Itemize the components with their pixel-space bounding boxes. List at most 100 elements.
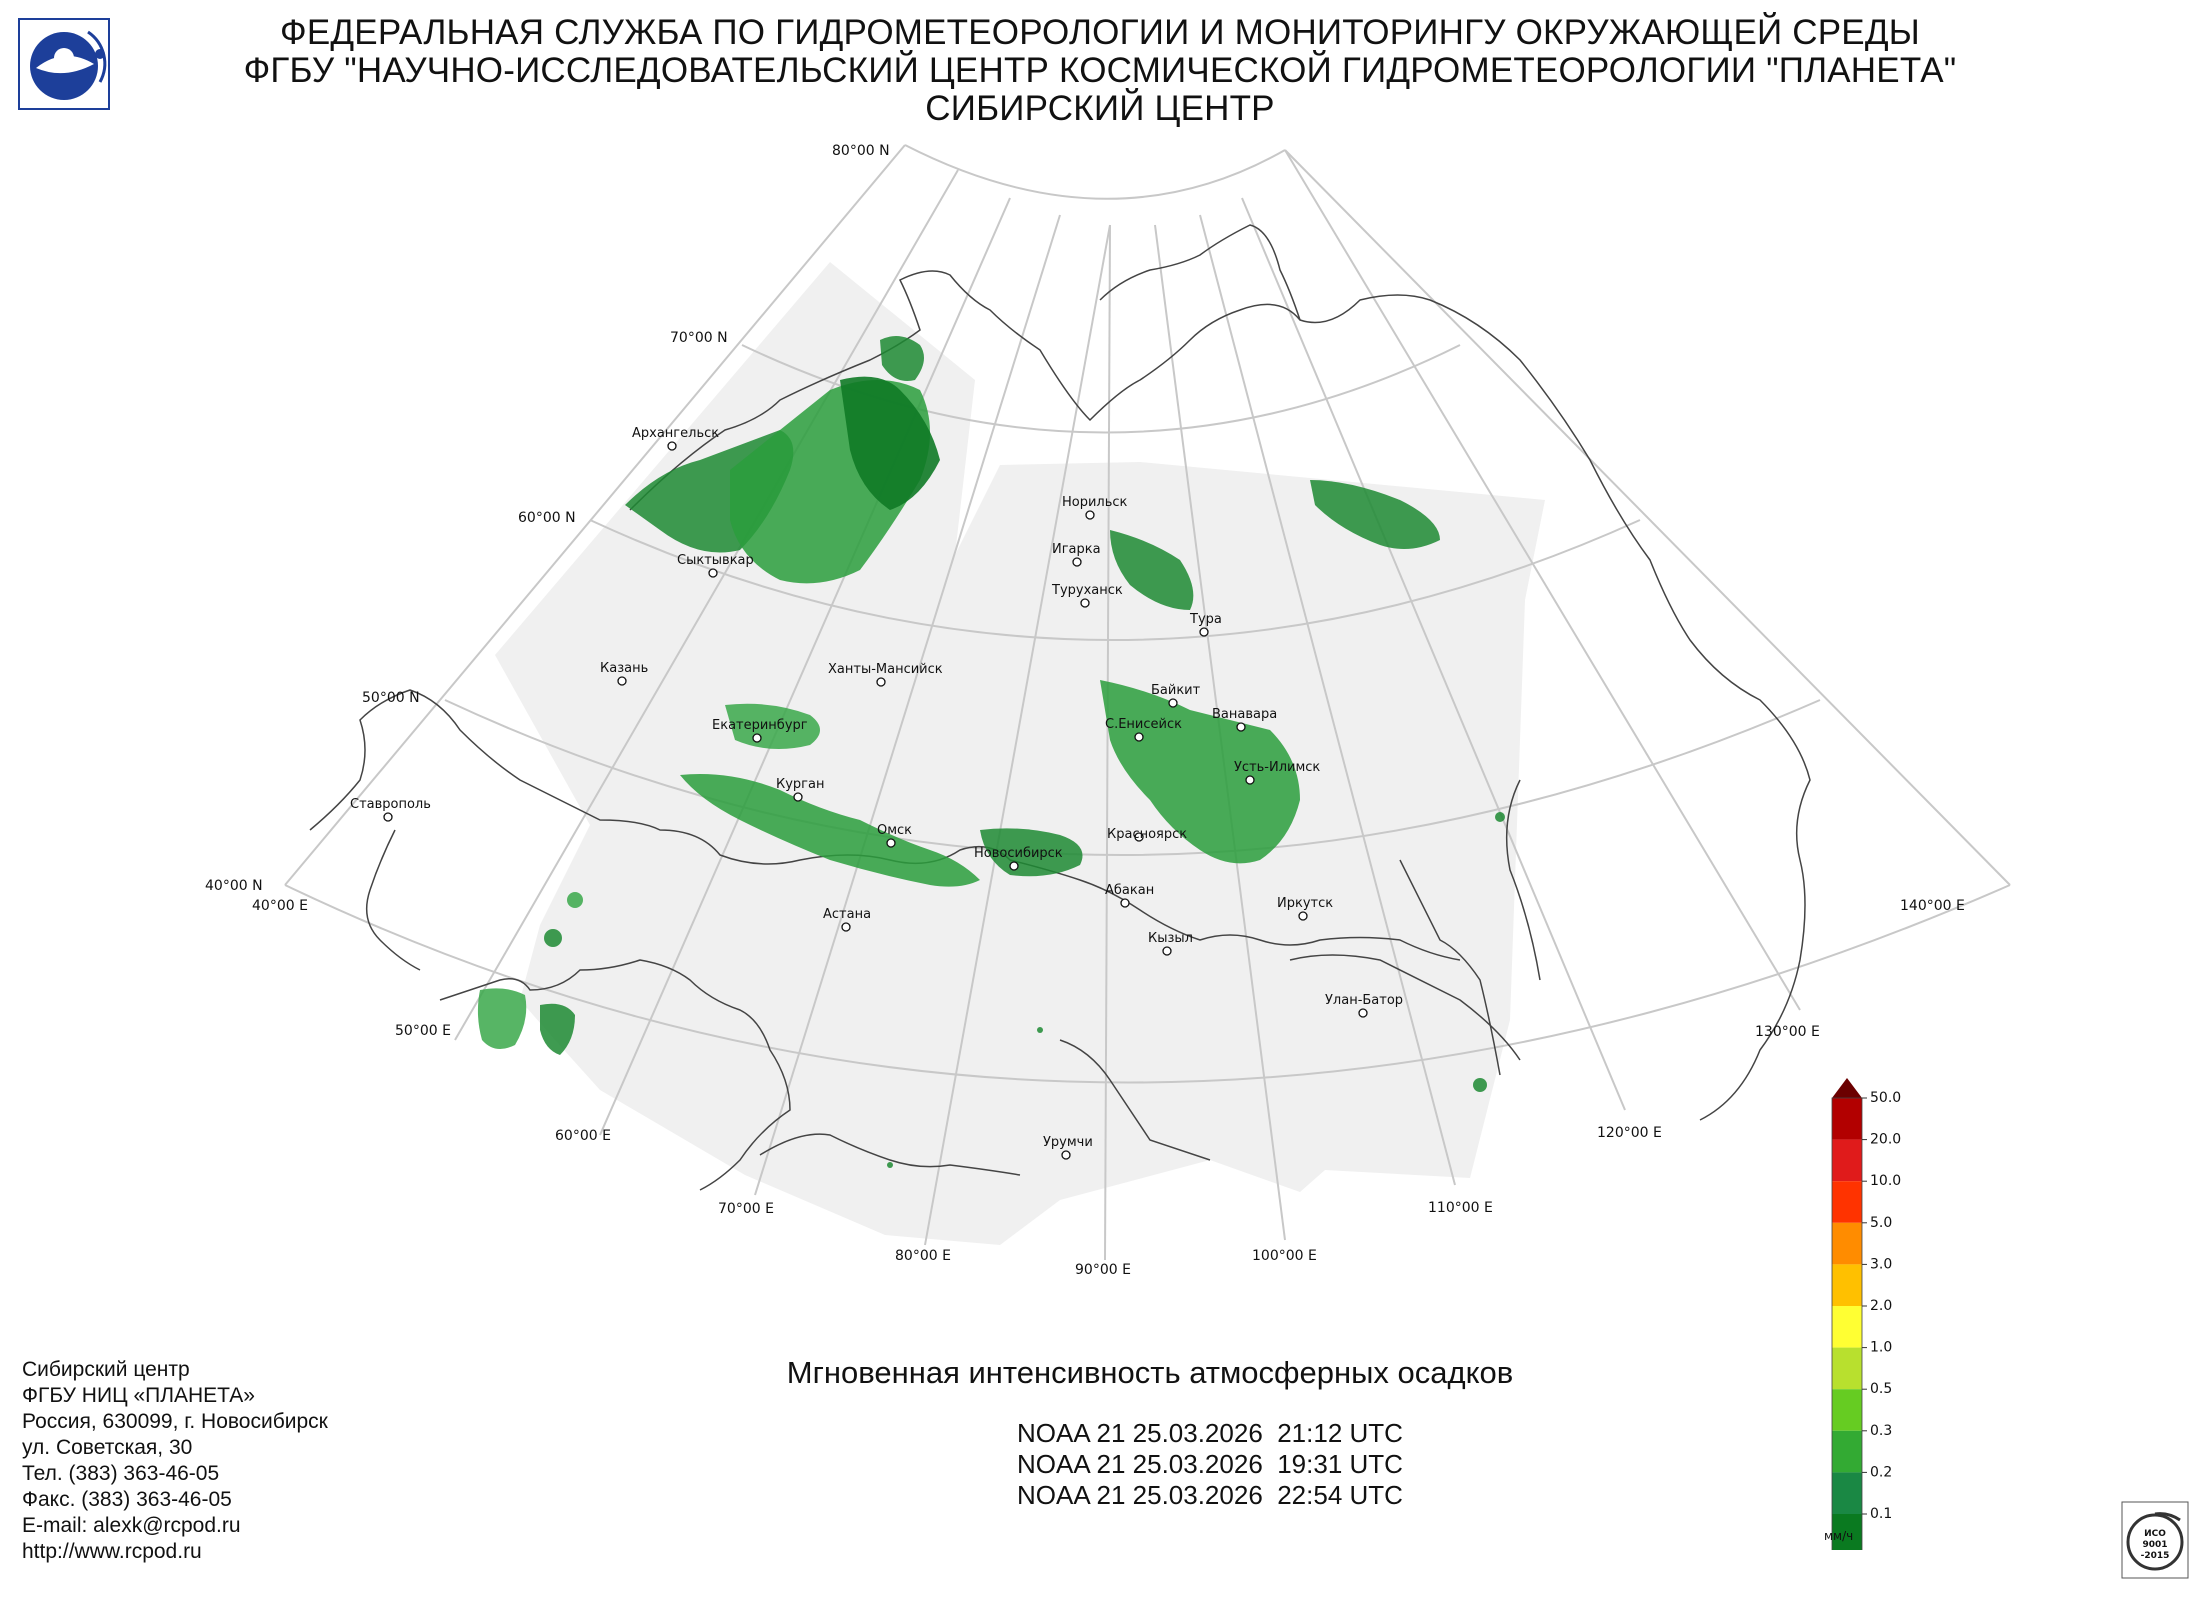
legend-label: 1.0 <box>1870 1340 1892 1356</box>
contact-line: Россия, 630099, г. Новосибирск <box>22 1410 328 1433</box>
lon-label-130: 130°00 E <box>1755 1024 1820 1040</box>
legend-label: 5.0 <box>1870 1215 1892 1231</box>
lat-label-40: 40°00 N <box>205 878 263 894</box>
contact-line: Факс. (383) 363-46-05 <box>22 1488 232 1511</box>
header-line-2: ФГБУ "НАУЧНО-ИССЛЕДОВАТЕЛЬСКИЙ ЦЕНТР КОС… <box>243 51 1957 90</box>
lon-label-50: 50°00 E <box>395 1023 451 1039</box>
city-tura: Тура <box>1189 612 1222 627</box>
legend-swatch <box>1832 1264 1862 1306</box>
legend-label: 20.0 <box>1870 1132 1901 1148</box>
header-line-3: СИБИРСКИЙ ЦЕНТР <box>925 89 1275 128</box>
lat-label-50: 50°00 N <box>362 690 420 706</box>
latitude-grid <box>284 144 2011 1084</box>
legend-label: 3.0 <box>1870 1256 1892 1272</box>
precip-patch-small-1 <box>567 892 583 908</box>
lon-label-40: 40°00 E <box>252 898 308 914</box>
iso-certification-badge: ИСО 9001 -2015 <box>2121 1501 2189 1579</box>
contact-line: ул. Советская, 30 <box>22 1436 193 1459</box>
legend-over-triangle <box>1832 1078 1862 1098</box>
city-s-eniseysk: С.Енисейск <box>1105 717 1182 732</box>
satellite-pass: NOAA 21 25.03.2026 22:54 UTC <box>1017 1480 1403 1510</box>
city-ulan-bator: Улан-Батор <box>1325 993 1403 1008</box>
contact-line: Сибирский центр <box>22 1358 190 1381</box>
iso-line-1: ИСО <box>2144 1529 2166 1539</box>
city-urumqi: Урумчи <box>1043 1135 1093 1150</box>
legend-swatch <box>1832 1139 1862 1182</box>
city-kurgan: Курган <box>776 777 824 792</box>
legend-label: 0.2 <box>1870 1464 1892 1480</box>
precipitation-legend: 50.0 20.0 10.0 5.0 3.0 2.0 1.0 0.5 0.3 0.2 0.1 мм/… <box>1824 1078 1901 1550</box>
header-line-1: ФЕДЕРАЛЬНАЯ СЛУЖБА ПО ГИДРОМЕТЕОРОЛОГИИ … <box>280 13 1920 52</box>
iso-line-2: 9001 <box>2142 1540 2167 1550</box>
longitude-grid <box>284 144 2011 1261</box>
contact-website[interactable]: http://www.rcpod.ru <box>22 1540 202 1563</box>
satellite-passes: NOAA 21 25.03.2026 21:12 UTC NOAA 21 25.… <box>760 1418 1660 1511</box>
city-norilsk: Норильск <box>1062 495 1128 510</box>
legend-swatch <box>1832 1389 1862 1431</box>
precipitation-patches <box>477 336 1505 1168</box>
city-ust-ilimsk: Усть-Илимск <box>1234 760 1320 775</box>
latitude-labels: 80°00 N 70°00 N 60°00 N 50°00 N 40°00 N <box>205 143 890 894</box>
lat-label-70: 70°00 N <box>670 330 728 346</box>
legend-label: 10.0 <box>1870 1173 1901 1189</box>
precip-patch-noyabrsk <box>880 336 924 381</box>
legend-color-bar <box>1831 1078 1863 1550</box>
iso-line-3: -2015 <box>2141 1551 2170 1561</box>
lon-label-60: 60°00 E <box>555 1128 611 1144</box>
city-ekaterinburg: Екатеринбург <box>712 718 808 733</box>
precip-patch-novosibirsk <box>980 828 1083 877</box>
lon-label-110: 110°00 E <box>1428 1200 1493 1216</box>
lon-label-140: 140°00 E <box>1900 898 1965 914</box>
legend-swatch <box>1832 1472 1862 1514</box>
contact-line: ФГБУ НИЦ «ПЛАНЕТА» <box>22 1384 255 1407</box>
header: ФЕДЕРАЛЬНАЯ СЛУЖБА ПО ГИДРОМЕТЕОРОЛОГИИ … <box>0 14 2200 128</box>
precip-patch-small-5 <box>887 1162 893 1168</box>
city-stavropol: Ставрополь <box>350 797 431 812</box>
legend-swatch <box>1832 1514 1862 1550</box>
lat-label-80: 80°00 N <box>832 143 890 159</box>
satellite-pass: NOAA 21 25.03.2026 21:12 UTC <box>1017 1418 1403 1448</box>
legend-swatch <box>1832 1306 1862 1348</box>
cities <box>383 441 1368 1160</box>
legend-swatch <box>1832 1098 1862 1140</box>
precip-patch-small-3 <box>1473 1078 1487 1092</box>
legend-swatch <box>1832 1222 1862 1265</box>
precip-patch-ekaterinburg <box>725 703 820 749</box>
lon-label-70: 70°00 E <box>718 1201 774 1217</box>
contact-line: Тел. (383) 363-46-05 <box>22 1462 220 1485</box>
legend-swatch <box>1832 1347 1862 1390</box>
city-astana: Астана <box>823 907 871 922</box>
lon-label-90: 90°00 E <box>1075 1262 1131 1278</box>
city-kazan: Казань <box>600 661 648 676</box>
city-turukhansk: Туруханск <box>1051 583 1123 598</box>
coverage-area <box>495 262 1545 1245</box>
city-omsk: Омск <box>877 823 912 838</box>
legend-label: 50.0 <box>1870 1090 1901 1106</box>
planeta-logo <box>18 18 110 110</box>
lon-label-80: 80°00 E <box>895 1248 951 1264</box>
precip-patch-east-siberia <box>1310 480 1440 549</box>
city-irkutsk: Иркутск <box>1277 896 1333 911</box>
city-igarka: Игарка <box>1052 542 1101 557</box>
city-vanavara: Ванавара <box>1212 707 1277 722</box>
city-kyzyl: Кызыл <box>1148 931 1193 946</box>
precip-patch-caspian <box>477 988 527 1049</box>
contact-info: Сибирский центр ФГБУ НИЦ «ПЛАНЕТА» Росси… <box>22 1357 328 1565</box>
city-krasnoyarsk: Красноярск <box>1107 827 1187 842</box>
legend-label: 0.5 <box>1870 1381 1892 1397</box>
lon-label-120: 120°00 E <box>1597 1125 1662 1141</box>
city-khanty-mansiysk: Ханты-Мансийск <box>828 662 943 677</box>
legend-swatch <box>1832 1181 1862 1223</box>
legend-outline <box>1831 1097 1863 1550</box>
legend-swatch <box>1832 1430 1862 1473</box>
city-labels: Архангельск Сыктывкар Казань Ханты-Манси… <box>350 426 1403 1150</box>
precip-patch-kurgan <box>680 774 980 887</box>
city-baykit: Байкит <box>1151 683 1201 698</box>
precip-patch-small-4 <box>1495 812 1505 822</box>
legend-labels: 50.0 20.0 10.0 5.0 3.0 2.0 1.0 0.5 0.3 0.2 0.1 <box>1862 1090 1901 1522</box>
city-arkhangelsk: Архангельск <box>632 426 719 441</box>
lon-label-100: 100°00 E <box>1252 1248 1317 1264</box>
contact-email[interactable]: E-mail: alexk@rcpod.ru <box>22 1514 241 1537</box>
satellite-pass: NOAA 21 25.03.2026 19:31 UTC <box>1017 1449 1403 1479</box>
